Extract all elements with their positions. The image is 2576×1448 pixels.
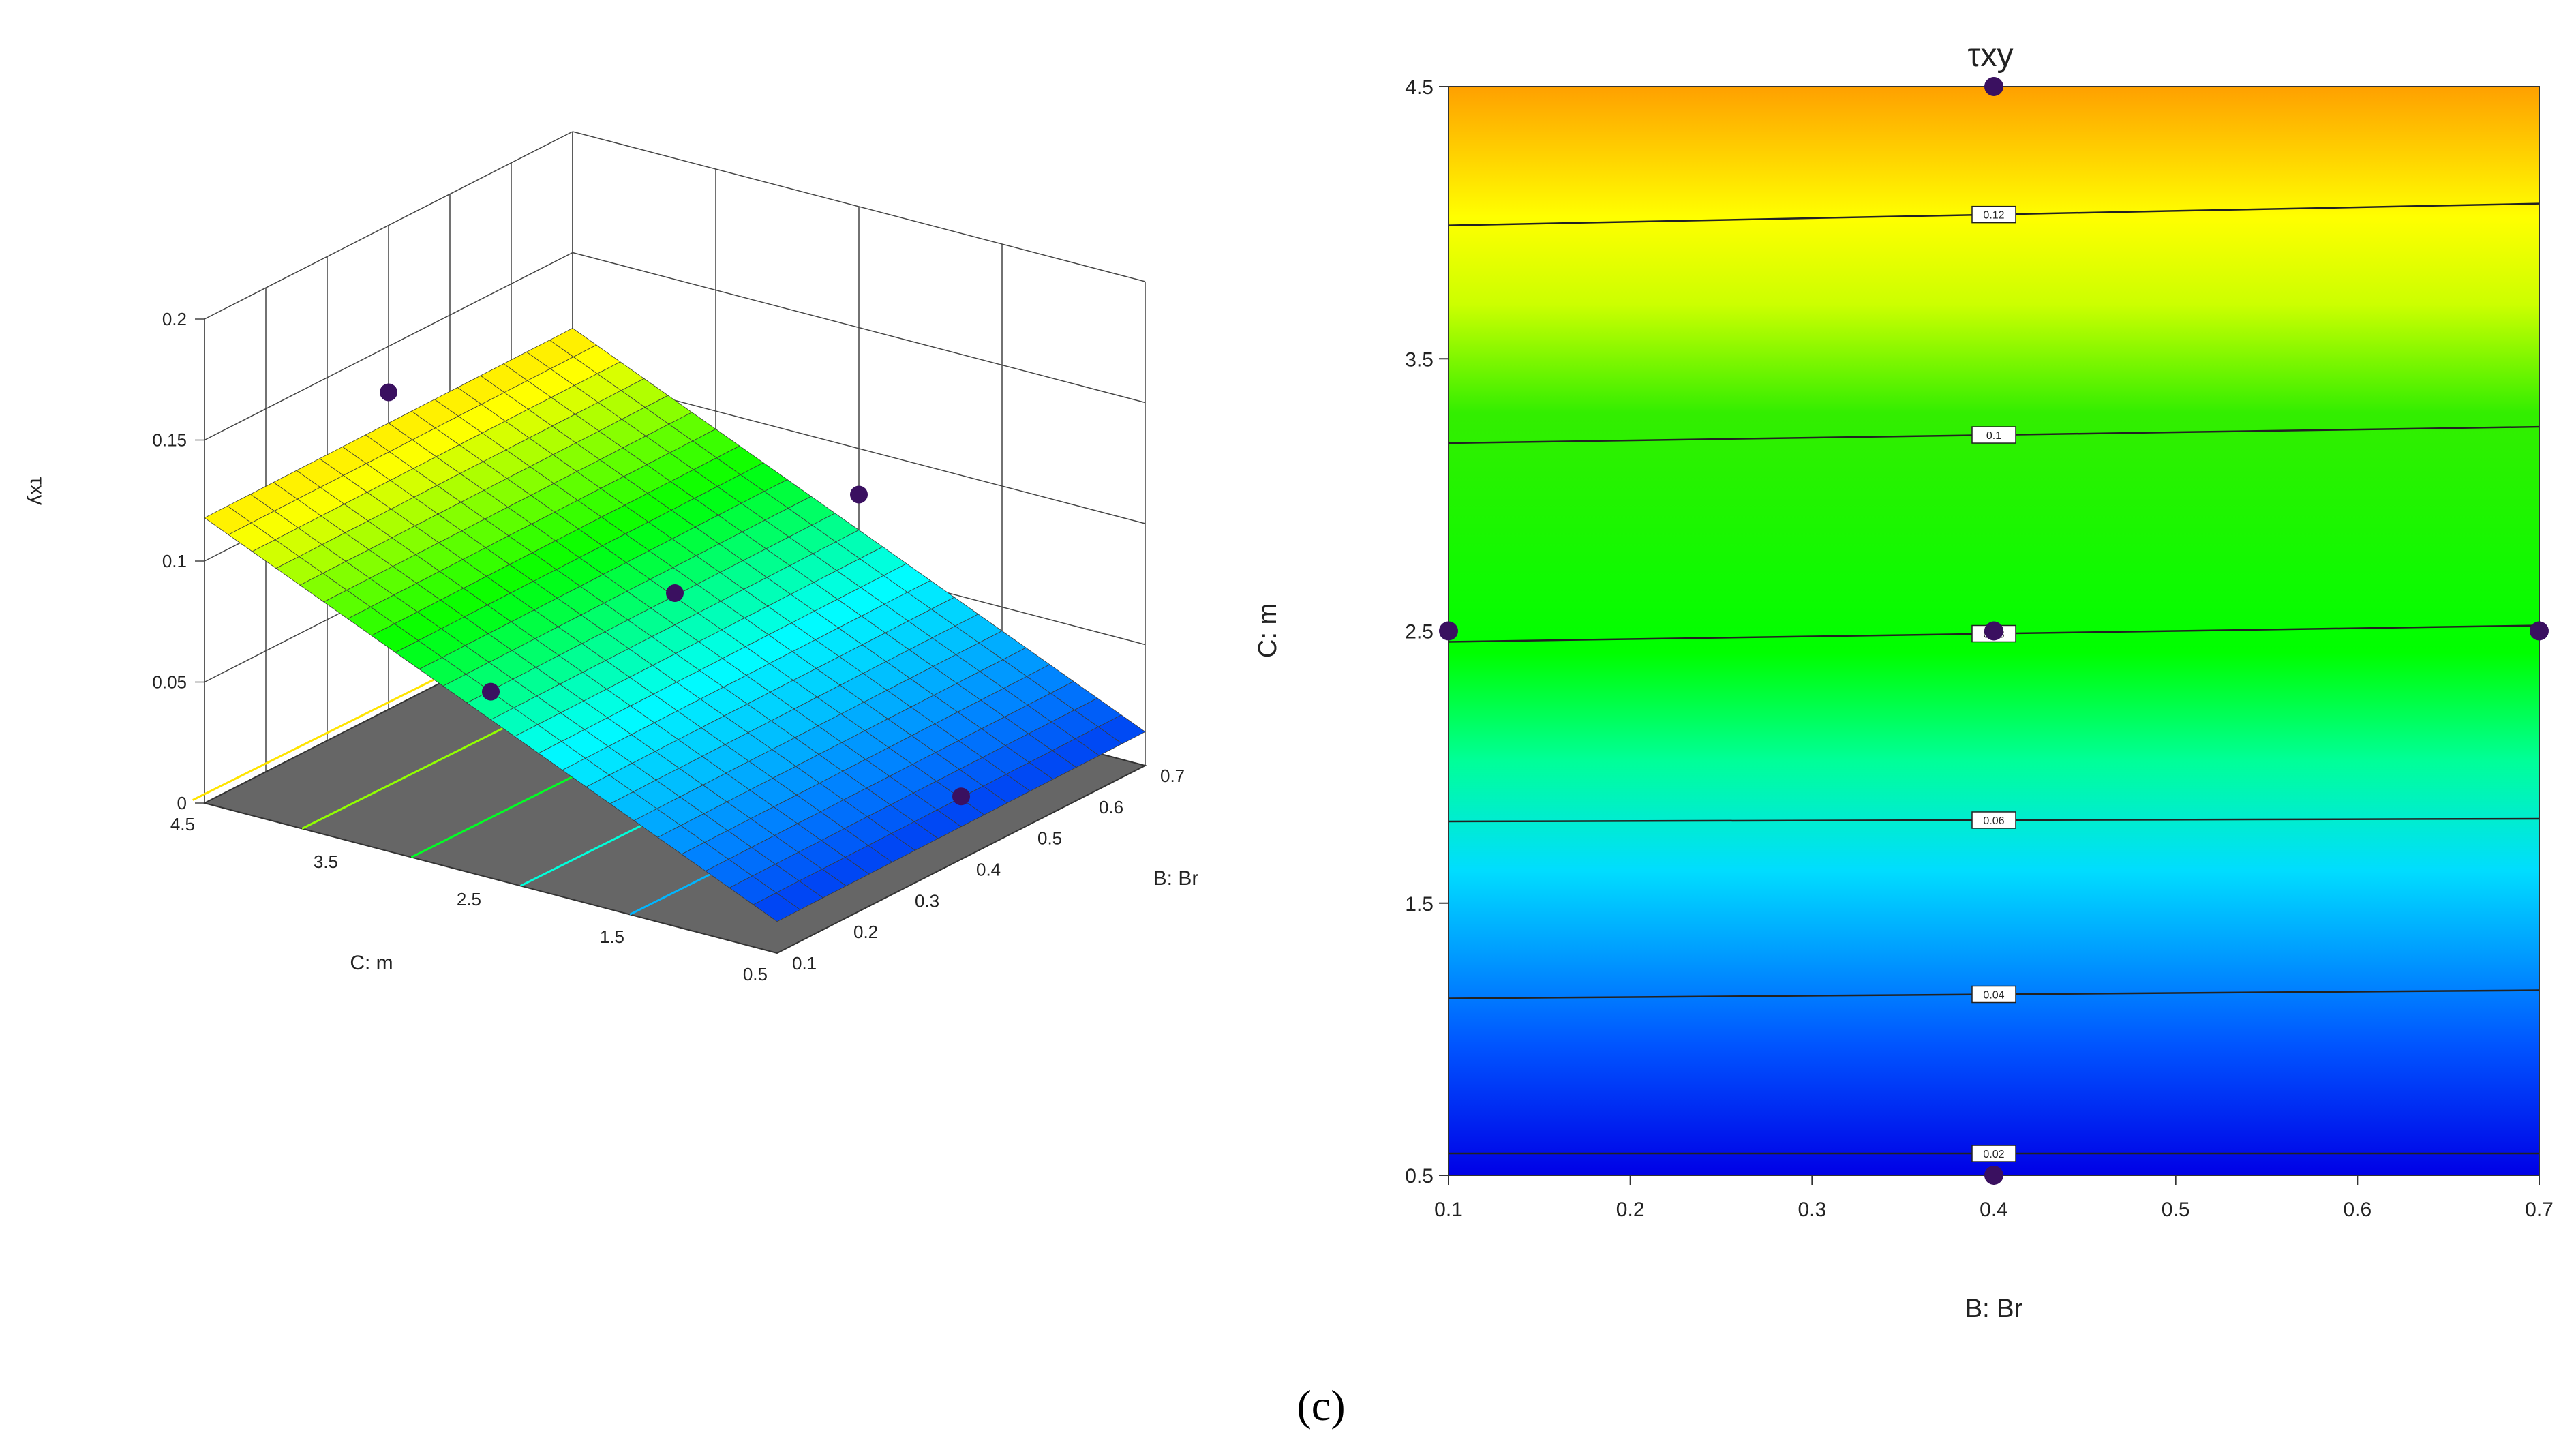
contour-level-label: 0.12	[1983, 210, 2004, 222]
design-point	[1984, 1166, 2003, 1185]
y-tick-label: 2.5	[1405, 621, 1434, 644]
design-point	[850, 485, 868, 504]
contour-2d-x-axis-label: B: Br	[1965, 1295, 2023, 1323]
design-point	[952, 787, 970, 806]
contour-2d-design-points	[1439, 77, 2549, 1185]
y-tick-label: 4.5	[170, 814, 195, 834]
contour-2d-plot: 0.020.040.060.080.10.12 0.10.20.30.40.50…	[1254, 37, 2554, 1323]
x-tick-label: 0.2	[853, 922, 878, 942]
design-point	[1439, 621, 1458, 641]
surface-3d-y-axis-label: C: m	[350, 952, 393, 974]
panel-label: (c)	[1297, 1381, 1345, 1430]
x-tick-label: 0.1	[1434, 1198, 1463, 1221]
design-point	[2530, 621, 2549, 641]
x-tick-label: 0.4	[1980, 1198, 2008, 1221]
y-tick-label: 0.5	[1405, 1165, 1434, 1188]
design-point	[1984, 621, 2003, 641]
x-tick-label: 0.2	[1616, 1198, 1645, 1221]
x-tick-label: 0.4	[976, 860, 1001, 880]
design-point	[482, 682, 500, 701]
grid-line	[572, 131, 1146, 282]
z-tick-label: 0.1	[162, 551, 187, 571]
y-tick-label: 1.5	[600, 926, 624, 947]
x-tick-label: 0.7	[2525, 1198, 2554, 1221]
contour-level-label: 0.04	[1983, 989, 2004, 1001]
grid-line	[204, 131, 573, 320]
z-tick-label: 0.2	[162, 309, 187, 329]
grid-line	[204, 252, 573, 441]
y-tick-label: 4.5	[1405, 76, 1434, 99]
surface-3d-plot: 0 0.05 0.1 0.15 0.2 0.5 1.5 2.5 3.5 4.5 0.1 0.2 0.3 0…	[26, 131, 1199, 984]
x-tick-label: 0.6	[2343, 1198, 2372, 1221]
contour-label-box	[1971, 426, 2016, 444]
z-tick-label: 0.15	[152, 430, 187, 451]
y-tick-label: 3.5	[314, 851, 338, 872]
contour-level-label: 0.06	[1983, 815, 2004, 827]
grid-line	[572, 252, 1146, 404]
contour-level-label: 0.1	[1986, 430, 2001, 442]
design-point	[380, 383, 397, 402]
x-tick-label: 0.3	[1798, 1198, 1826, 1221]
y-tick-label: 1.5	[1405, 893, 1434, 916]
contour-level-label: 0.02	[1983, 1149, 2004, 1160]
surface-3d-z-axis-label: τxy	[26, 477, 48, 505]
design-point	[666, 584, 684, 603]
y-tick-label: 3.5	[1405, 348, 1434, 371]
y-tick-label: 0.5	[743, 964, 768, 984]
z-tick-label: 0.05	[152, 672, 187, 693]
contour-label-box	[1971, 205, 2016, 224]
design-point	[1984, 77, 2003, 96]
contour-label-box	[1971, 985, 2016, 1004]
y-tick-label: 2.5	[457, 889, 481, 909]
contour-label-box	[1971, 811, 2016, 829]
surface-3d-mesh	[204, 327, 1146, 922]
surface-3d-tick-labels: 0 0.05 0.1 0.15 0.2 0.5 1.5 2.5 3.5 4.5 0.1 0.2 0.3 0…	[152, 309, 1185, 984]
x-tick-label: 0.1	[792, 953, 817, 974]
surface-3d-x-axis-label: B: Br	[1153, 867, 1199, 890]
x-tick-label: 0.6	[1099, 797, 1123, 817]
surface-3d-design-points	[380, 383, 970, 806]
x-tick-label: 0.5	[2162, 1198, 2190, 1221]
x-tick-label: 0.3	[915, 890, 939, 911]
contour-2d-title: τxy	[1968, 37, 2014, 74]
contour-label-box	[1971, 1145, 2016, 1162]
z-tick-label: 0	[177, 793, 187, 813]
surface-cell	[1097, 714, 1146, 744]
contour-2d-y-axis-label: C: m	[1254, 603, 1282, 658]
x-tick-label: 0.5	[1037, 828, 1062, 849]
x-tick-label: 0.7	[1160, 766, 1185, 786]
contour-2d-ticks: 0.1 0.2 0.3 0.4 0.5 0.6 0.7 0.5 1.5 2.5 3.5 4.5	[1405, 76, 2554, 1221]
